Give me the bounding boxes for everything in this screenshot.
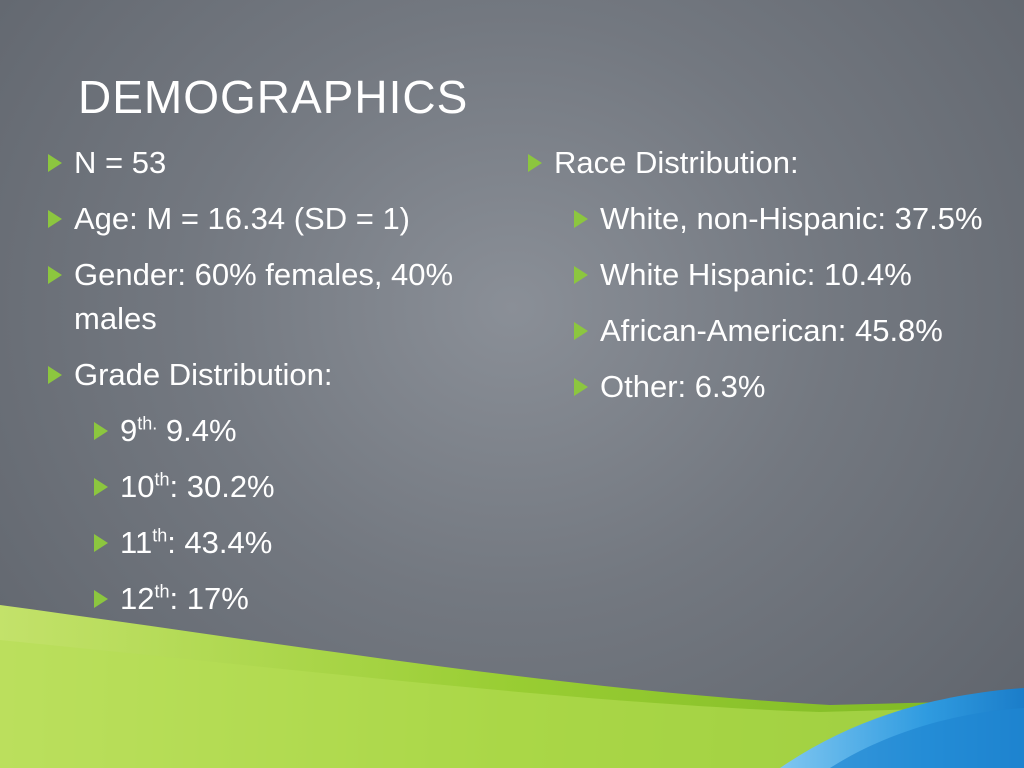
- age-text: Age: M = 16.34 (SD = 1): [74, 201, 411, 236]
- grade-suffix: th.: [137, 413, 158, 434]
- triangle-bullet-icon: [48, 366, 62, 384]
- triangle-bullet-icon: [48, 210, 62, 228]
- triangle-bullet-icon: [574, 322, 588, 340]
- race-item: White, non-Hispanic: 37.5%: [574, 197, 998, 241]
- sample-size-text: N = 53: [74, 145, 167, 180]
- triangle-bullet-icon: [574, 266, 588, 284]
- list-item-n: N = 53: [48, 141, 498, 185]
- grade-heading-text: Grade Distribution:: [74, 357, 333, 392]
- triangle-bullet-icon: [574, 378, 588, 396]
- gender-text: Gender: 60% females, 40% males: [74, 257, 454, 336]
- slide-title: DEMOGRAPHICS: [78, 71, 469, 123]
- list-item-race-heading: Race Distribution:: [528, 141, 998, 185]
- race-text: African-American: 45.8%: [600, 313, 943, 348]
- triangle-bullet-icon: [48, 266, 62, 284]
- grade-item: 12th: 17%: [94, 577, 498, 621]
- triangle-bullet-icon: [94, 422, 108, 440]
- race-heading-text: Race Distribution:: [554, 145, 799, 180]
- triangle-bullet-icon: [574, 210, 588, 228]
- grade-item: 11th: 43.4%: [94, 521, 498, 565]
- triangle-bullet-icon: [94, 534, 108, 552]
- grade-number: 9: [120, 413, 138, 448]
- grade-item: 10th: 30.2%: [94, 465, 498, 509]
- grade-value: : 17%: [169, 581, 249, 616]
- grade-suffix: th: [154, 469, 170, 490]
- race-item: African-American: 45.8%: [574, 309, 998, 353]
- triangle-bullet-icon: [528, 154, 542, 172]
- race-item: White Hispanic: 10.4%: [574, 253, 998, 297]
- grade-value: : 43.4%: [167, 525, 273, 560]
- race-text: White Hispanic: 10.4%: [600, 257, 912, 292]
- grade-number: 10: [120, 469, 155, 504]
- right-column: Race Distribution: White, non-Hispanic: …: [528, 141, 998, 421]
- race-text: Other: 6.3%: [600, 369, 766, 404]
- grade-suffix: th: [154, 581, 170, 602]
- left-column: N = 53 Age: M = 16.34 (SD = 1) Gender: 6…: [48, 141, 498, 633]
- grade-item: 9th. 9.4%: [94, 409, 498, 453]
- grade-value: : 30.2%: [169, 469, 275, 504]
- race-text: White, non-Hispanic: 37.5%: [600, 201, 983, 236]
- grade-number: 11: [120, 525, 153, 560]
- race-item: Other: 6.3%: [574, 365, 998, 409]
- grade-suffix: th: [152, 525, 168, 546]
- list-item-grade-heading: Grade Distribution:: [48, 353, 498, 397]
- triangle-bullet-icon: [48, 154, 62, 172]
- list-item-gender: Gender: 60% females, 40% males: [48, 253, 498, 341]
- list-item-age: Age: M = 16.34 (SD = 1): [48, 197, 498, 241]
- grade-number: 12: [120, 581, 155, 616]
- triangle-bullet-icon: [94, 478, 108, 496]
- grade-value: 9.4%: [157, 413, 237, 448]
- triangle-bullet-icon: [94, 590, 108, 608]
